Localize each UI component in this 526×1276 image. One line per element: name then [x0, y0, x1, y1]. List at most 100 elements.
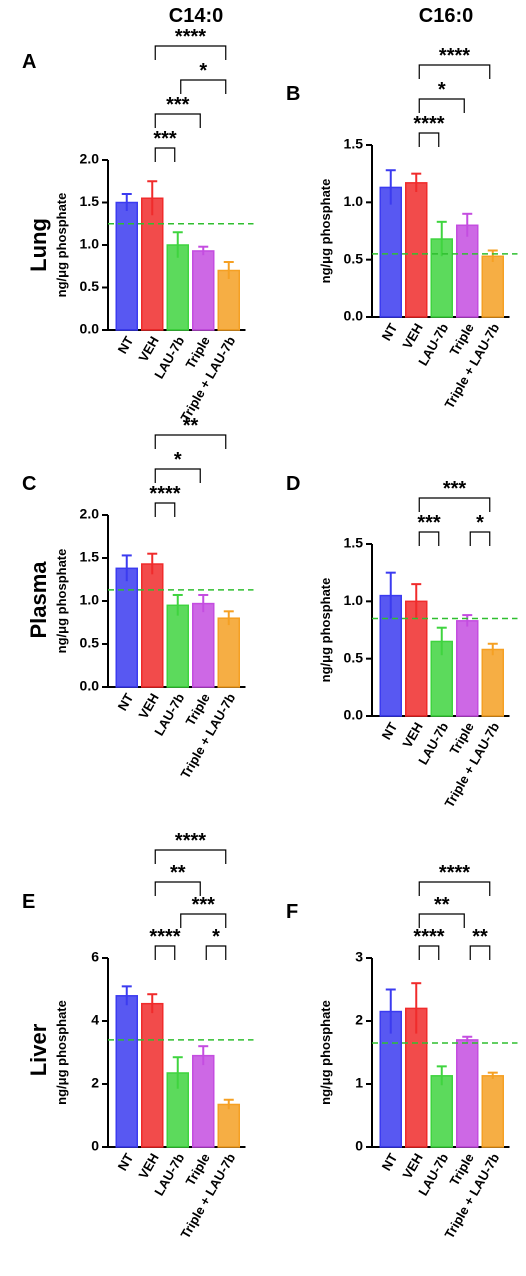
y-tick-label: 1.5 [80, 193, 100, 209]
bar [217, 617, 240, 688]
y-axis-label: ng/μg phosphate [318, 179, 333, 284]
y-tick-label: 6 [91, 949, 99, 965]
significance-bracket [154, 434, 227, 449]
significance-bracket [418, 98, 465, 113]
significance-bracket [469, 531, 491, 546]
column-title: C16:0 [419, 5, 473, 27]
y-axis-label: ng/μg phosphate [54, 193, 69, 298]
significance-bracket [154, 468, 201, 483]
y-tick-label: 1.0 [344, 592, 364, 608]
significance-label: **** [149, 483, 180, 505]
bar [192, 1054, 215, 1148]
significance-label: **** [175, 26, 206, 48]
significance-bracket [154, 945, 176, 960]
bar [192, 250, 215, 331]
x-tick-label: VEH [399, 720, 425, 751]
x-tick-label: NT [379, 720, 401, 743]
significance-label: * [476, 512, 484, 534]
bar [405, 182, 428, 318]
significance-label: ** [434, 894, 450, 916]
y-tick-label: 0.5 [344, 250, 364, 266]
y-tick-label: 1.0 [344, 193, 364, 209]
significance-label: **** [439, 862, 470, 884]
bar [481, 648, 504, 717]
row-label: Liver [26, 1023, 51, 1076]
significance-label: * [212, 926, 220, 948]
y-tick-label: 0.5 [80, 278, 100, 294]
significance-label: * [174, 449, 182, 471]
bar [481, 255, 504, 318]
significance-label: *** [192, 894, 216, 916]
significance-label: *** [417, 512, 441, 534]
row-label: Lung [26, 218, 51, 272]
y-tick-label: 2 [91, 1075, 99, 1091]
significance-label: **** [149, 926, 180, 948]
y-tick-label: 1.0 [80, 236, 100, 252]
significance-bracket [418, 132, 440, 147]
significance-label: * [438, 79, 446, 101]
y-tick-label: 0.0 [344, 707, 364, 723]
x-tick-label: NT [115, 691, 137, 714]
significance-label: **** [413, 926, 444, 948]
significance-bracket [418, 497, 491, 512]
x-tick-label: VEH [135, 1151, 161, 1182]
bar [115, 995, 138, 1148]
y-tick-label: 0.5 [80, 635, 100, 651]
y-axis-label: ng/μg phosphate [54, 1000, 69, 1105]
significance-bracket [418, 913, 465, 928]
row-label: Plasma [26, 561, 51, 639]
significance-label: *** [153, 128, 177, 150]
bar [481, 1075, 504, 1148]
significance-label: * [199, 60, 207, 82]
bar [217, 269, 240, 331]
bar [430, 1075, 453, 1148]
panel-letter: D [286, 473, 300, 495]
significance-label: ** [183, 415, 199, 437]
significance-label: **** [439, 45, 470, 67]
significance-bracket [154, 849, 227, 864]
panel-letter: A [22, 51, 36, 73]
bar [192, 602, 215, 688]
y-tick-label: 0 [91, 1138, 99, 1154]
column-title: C14:0 [169, 5, 223, 27]
y-tick-label: 0.0 [80, 321, 100, 337]
y-tick-label: 0.5 [344, 649, 364, 665]
y-tick-label: 2.0 [80, 151, 100, 167]
x-tick-label: NT [379, 321, 401, 344]
y-tick-label: 2 [355, 1012, 363, 1028]
significance-bracket [154, 147, 176, 162]
y-tick-label: 1.5 [344, 535, 364, 551]
significance-bracket [418, 64, 491, 79]
y-tick-label: 2.0 [80, 506, 100, 522]
bar [456, 620, 479, 717]
y-axis-label: ng/μg phosphate [54, 549, 69, 654]
significance-bracket [154, 502, 176, 517]
significance-label: *** [443, 478, 467, 500]
significance-bracket [418, 945, 440, 960]
y-tick-label: 3 [355, 949, 363, 965]
significance-label: *** [166, 94, 190, 116]
y-tick-label: 1 [355, 1075, 363, 1091]
bar [379, 186, 402, 318]
y-tick-label: 1.5 [344, 136, 364, 152]
x-tick-label: VEH [135, 334, 161, 365]
significance-bracket [180, 79, 227, 94]
bar [141, 197, 164, 331]
significance-bracket [154, 881, 201, 896]
panel-letter: C [22, 473, 36, 495]
bar [115, 567, 138, 688]
significance-bracket [418, 531, 440, 546]
significance-bracket [180, 913, 227, 928]
bar [115, 201, 138, 331]
bar [141, 563, 164, 688]
bar [141, 1002, 164, 1148]
y-axis-label: ng/μg phosphate [318, 578, 333, 683]
significance-label: ** [472, 926, 488, 948]
panel-letter: F [286, 901, 298, 923]
y-tick-label: 4 [91, 1012, 99, 1028]
x-tick-label: NT [379, 1151, 401, 1174]
bar [456, 1039, 479, 1148]
y-axis-label: ng/μg phosphate [318, 1000, 333, 1105]
significance-bracket [205, 945, 227, 960]
